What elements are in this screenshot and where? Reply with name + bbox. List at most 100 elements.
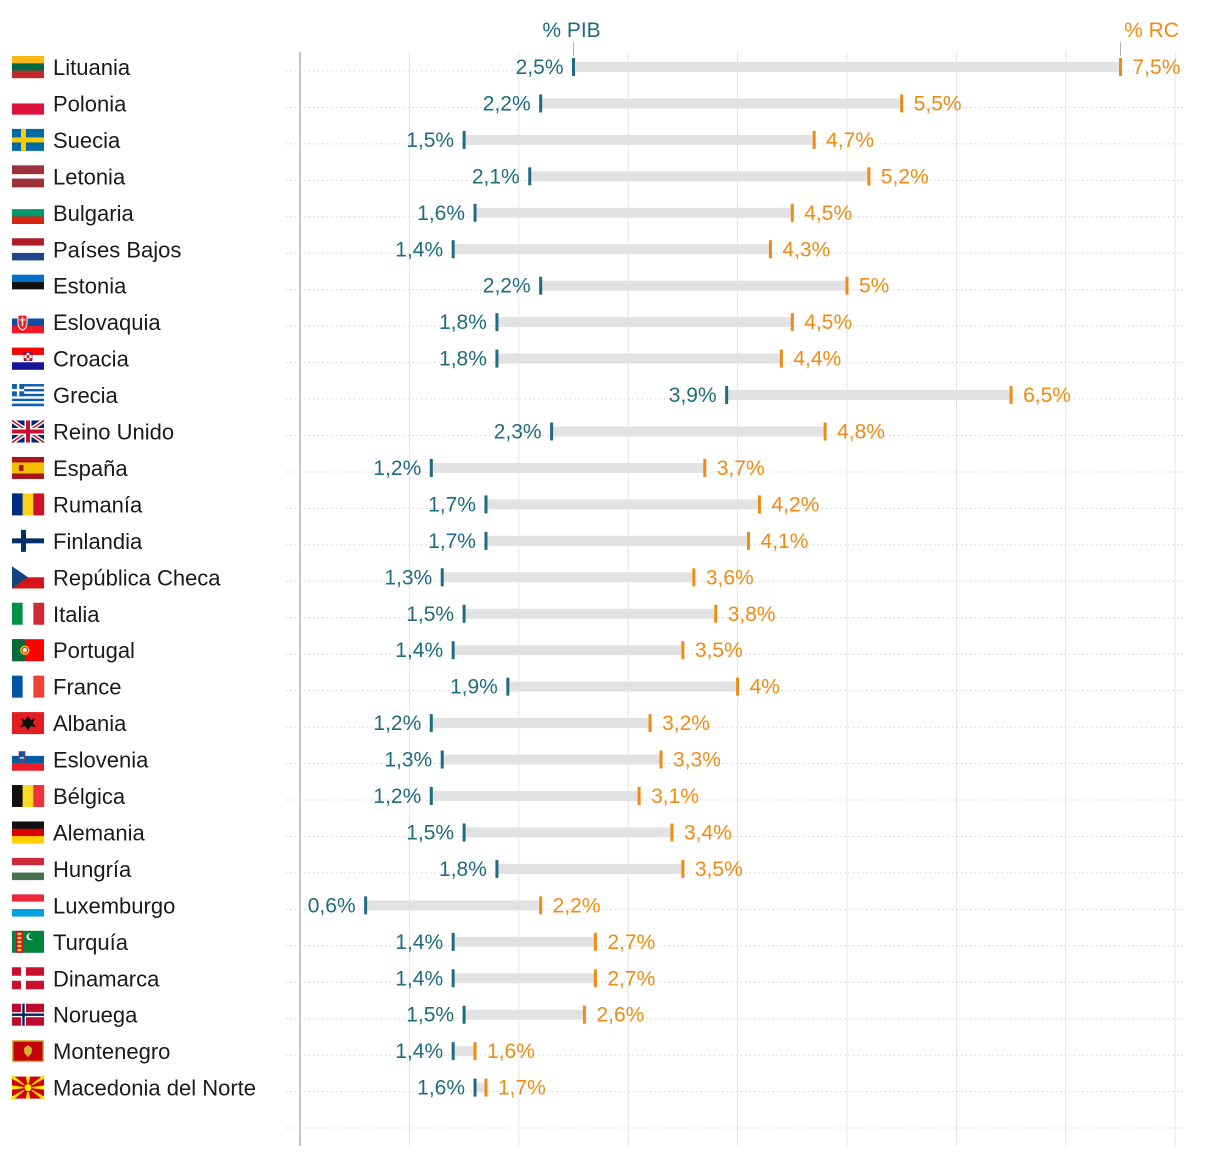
range-bar [475, 1082, 486, 1093]
latvia-flag-icon [12, 165, 44, 188]
country-row: Hungría 1,8% 3,5% [12, 857, 743, 882]
gdp-marker [539, 276, 543, 295]
rc-value-label: 4,8% [837, 421, 885, 444]
gdp-marker [484, 495, 488, 514]
rc-value-label: 6,5% [1023, 384, 1071, 407]
country-label: Suecia [53, 128, 121, 153]
gdp-marker [484, 531, 488, 550]
country-label: Letonia [53, 164, 126, 189]
rc-value-label: 4,2% [771, 493, 819, 516]
sweden-flag-icon [12, 128, 44, 151]
gdp-value-label: 0,6% [308, 894, 356, 917]
range-bar [365, 900, 541, 911]
rc-value-label: 3,5% [695, 639, 743, 662]
rc-value-label: 4,5% [804, 202, 852, 225]
rc-marker [714, 604, 718, 623]
gdp-value-label: 2,3% [494, 421, 542, 444]
gdp-marker [440, 568, 444, 587]
series-headers: % PIB % RC [542, 19, 1179, 56]
header-rc-label: % RC [1124, 19, 1179, 42]
country-row: Luxemburgo 0,6% 2,2% [12, 893, 601, 918]
montenegro-flag-icon [12, 1040, 44, 1063]
gdp-value-label: 1,5% [406, 129, 454, 152]
germany-flag-icon [12, 821, 44, 844]
gdp-value-label: 1,2% [373, 457, 421, 480]
gdp-marker [451, 240, 455, 259]
country-label: Bélgica [53, 784, 126, 809]
gdp-marker [429, 458, 433, 477]
rc-value-label: 5% [859, 275, 889, 298]
rc-value-label: 1,7% [498, 1077, 546, 1100]
range-bar [726, 390, 1012, 401]
rc-marker [790, 313, 794, 332]
country-label: Noruega [53, 1003, 138, 1028]
gdp-value-label: 1,2% [373, 712, 421, 735]
netherlands-flag-icon [12, 238, 44, 261]
country-label: Grecia [53, 383, 119, 408]
country-row: Bulgaria 1,6% 4,5% [12, 201, 852, 226]
rc-marker [768, 240, 772, 259]
rc-value-label: 2,2% [553, 894, 601, 917]
country-row: Dinamarca 1,4% 2,7% [12, 966, 655, 991]
gdp-marker [473, 1078, 477, 1097]
range-bar [453, 244, 771, 255]
gdp-marker [528, 167, 532, 186]
country-label: Montenegro [53, 1039, 170, 1064]
gdp-value-label: 1,8% [439, 858, 487, 881]
rc-marker [736, 677, 740, 696]
rc-value-label: 3,6% [706, 566, 754, 589]
lithuania-flag-icon [12, 56, 44, 79]
country-row: Eslovenia 1,3% 3,3% [12, 748, 721, 773]
rc-value-label: 1,6% [487, 1040, 535, 1063]
rc-value-label: 2,7% [607, 967, 655, 990]
gdp-marker [364, 896, 368, 915]
rc-marker [681, 641, 685, 660]
rc-marker [681, 859, 685, 878]
range-bar [464, 608, 716, 619]
gdp-marker [462, 604, 466, 623]
country-row: Grecia 3,9% 6,5% [12, 383, 1071, 408]
gdp-marker [550, 422, 554, 441]
gdp-marker [473, 203, 477, 222]
rc-marker [823, 422, 827, 441]
rc-value-label: 4,1% [761, 530, 809, 553]
country-label: Rumanía [53, 492, 143, 517]
country-label: Bulgaria [53, 201, 134, 226]
gdp-value-label: 1,5% [406, 821, 454, 844]
country-row: Finlandia 1,7% 4,1% [12, 529, 808, 554]
range-bar [453, 973, 596, 984]
gdp-marker [451, 641, 455, 660]
uk-flag-icon [10, 418, 46, 445]
gdp-marker [495, 859, 499, 878]
portugal-flag-icon [12, 639, 44, 662]
rc-value-label: 5,2% [881, 165, 929, 188]
range-bar [464, 134, 815, 145]
country-row: Suecia 1,5% 4,7% [12, 128, 874, 153]
country-row: Rumanía 1,7% 4,2% [12, 492, 819, 517]
gdp-marker [451, 932, 455, 951]
country-label: Lituania [53, 55, 131, 80]
country-label: Dinamarca [53, 966, 160, 991]
rc-value-label: 3,2% [662, 712, 710, 735]
gdp-value-label: 2,2% [483, 92, 531, 115]
country-row: Países Bajos 1,4% 4,3% [12, 237, 830, 262]
estonia-flag-icon [12, 274, 44, 297]
gdp-marker [462, 1005, 466, 1024]
gdp-value-label: 1,7% [428, 493, 476, 516]
rc-marker [593, 969, 597, 988]
country-label: Turquía [53, 930, 129, 955]
rc-value-label: 3,8% [728, 603, 776, 626]
country-label: Estonia [53, 274, 127, 299]
gdp-value-label: 1,5% [406, 1004, 454, 1027]
country-label: Eslovaquia [53, 310, 161, 335]
country-row: Polonia 2,2% 5,5% [12, 91, 962, 116]
rc-marker [757, 495, 761, 514]
country-label: República Checa [53, 565, 221, 590]
albania-flag-icon [12, 712, 44, 735]
romania-flag-icon [12, 493, 45, 516]
range-bar [464, 1009, 585, 1020]
header-gdp-label: % PIB [542, 19, 600, 42]
rc-marker [703, 458, 707, 477]
country-label: Polonia [53, 91, 127, 116]
range-bar [431, 462, 705, 473]
